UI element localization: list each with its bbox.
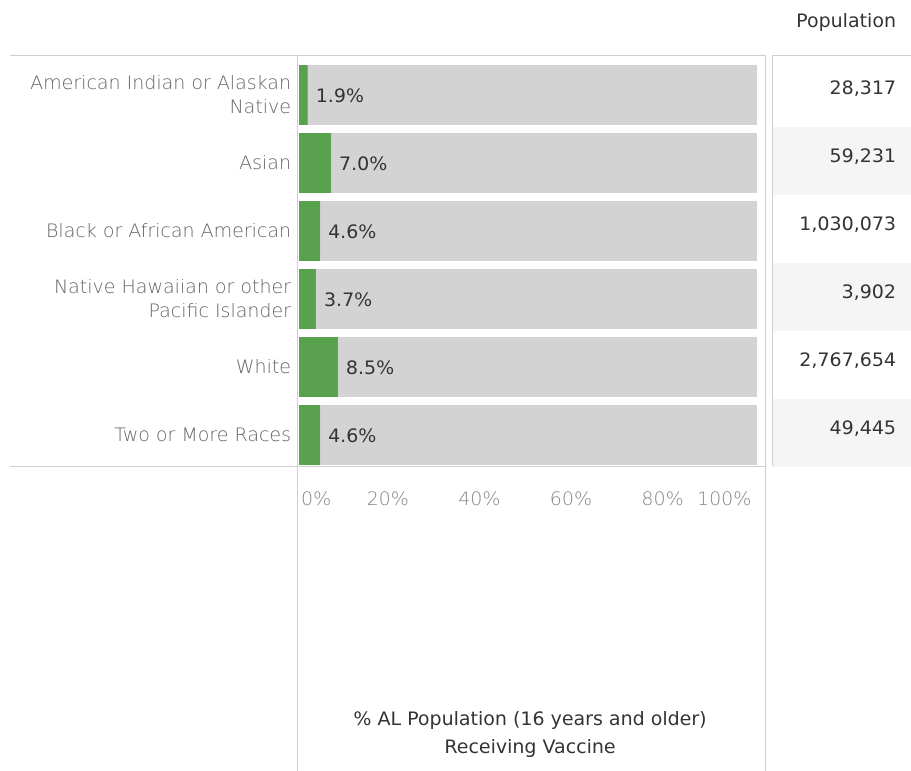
population-row-shade	[773, 263, 911, 331]
x-tick-label: 60%	[549, 488, 593, 510]
x-tick-label: 20%	[366, 488, 409, 510]
category-label: Two or More Races	[114, 424, 291, 446]
value-label: 1.9%	[316, 85, 364, 107]
population-value: 49,445	[829, 417, 896, 439]
value-label: 8.5%	[346, 357, 394, 379]
category-label: Black or African American	[45, 220, 291, 242]
x-tick-label: 40%	[458, 488, 501, 510]
population-row-shade	[773, 399, 911, 467]
x-tick-label: 80%	[641, 488, 684, 510]
value-label: 7.0%	[339, 153, 387, 175]
x-tick-label: 0%	[301, 488, 332, 510]
right-axis-line	[765, 55, 766, 771]
population-row-shade	[773, 127, 911, 195]
population-column-header: Population	[796, 10, 896, 32]
bottom-rule	[10, 466, 765, 467]
background-bar	[299, 269, 757, 329]
value-bar[interactable]	[299, 65, 308, 125]
category-label: Native Hawaiian or other Pacific Islande…	[53, 276, 291, 322]
background-bar	[299, 133, 757, 193]
value-bar[interactable]	[299, 405, 321, 465]
value-label: 3.7%	[324, 289, 372, 311]
value-bar[interactable]	[299, 201, 321, 261]
value-bar[interactable]	[299, 337, 338, 397]
value-label: 4.6%	[328, 221, 376, 243]
background-bar	[299, 337, 757, 397]
background-bar	[299, 65, 757, 125]
pop-left-line	[772, 55, 773, 466]
background-bar	[299, 201, 757, 261]
top-rule	[10, 55, 765, 56]
pop-top-rule	[772, 55, 911, 56]
population-value: 28,317	[829, 77, 896, 99]
category-label: White	[235, 356, 291, 378]
population-value: 1,030,073	[799, 213, 896, 235]
population-value: 3,902	[841, 281, 896, 303]
category-label: American Indian or Alaskan Native	[30, 72, 291, 118]
value-label: 4.6%	[328, 425, 376, 447]
category-label: Asian	[239, 152, 291, 174]
value-bar[interactable]	[299, 133, 332, 193]
y-axis-line	[297, 55, 298, 771]
x-axis-title: % AL Population (16 years and older) Rec…	[353, 708, 707, 758]
x-tick-label: 100%	[697, 488, 752, 510]
population-value: 59,231	[829, 145, 896, 167]
population-value: 2,767,654	[799, 349, 896, 371]
value-bar[interactable]	[299, 269, 316, 329]
background-bar	[299, 405, 757, 465]
